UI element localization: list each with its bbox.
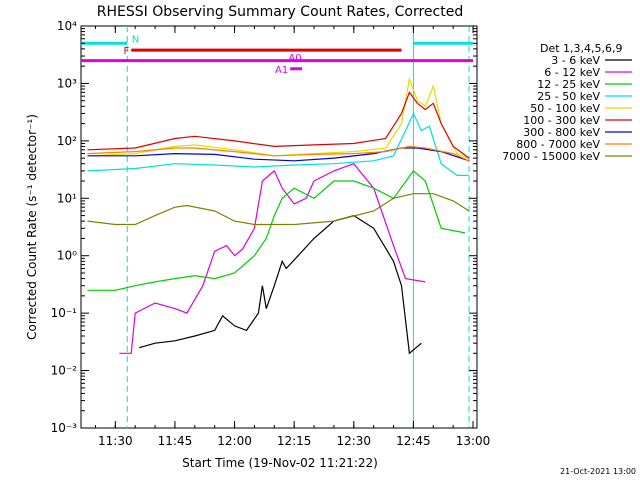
timestamp: 21-Oct-2021 13:00 (560, 467, 636, 476)
legend-title: Det 1,3,4,5,6,9 (540, 42, 623, 55)
legend-label-5: 100 - 300 keV (523, 114, 600, 127)
status-label-0: N (132, 34, 139, 45)
y-tick-label-1: 10⁻² (51, 364, 78, 378)
y-tick-label-2: 10⁻¹ (51, 306, 78, 320)
x-tick-label-6: 13:00 (456, 434, 491, 448)
legend-label-8: 7000 - 15000 keV (502, 150, 600, 163)
legend-label-3: 25 - 50 keV (537, 90, 600, 103)
status-label-2: F (123, 46, 129, 57)
series-line-7 (87, 145, 470, 162)
legend-label-1: 6 - 12 keV (544, 66, 600, 79)
x-axis-label: Start Time (19-Nov-02 11:21:22) (182, 456, 378, 470)
x-tick-label-2: 12:00 (217, 434, 252, 448)
legend-label-4: 50 - 100 keV (530, 102, 600, 115)
legend-label-2: 12 - 25 keV (537, 78, 600, 91)
x-tick-label-5: 12:45 (396, 434, 431, 448)
x-tick-label-3: 12:15 (277, 434, 312, 448)
y-tick-label-7: 10⁴ (57, 19, 77, 33)
data-series (87, 76, 470, 355)
series-line-0 (139, 214, 422, 355)
x-tick-label-4: 12:30 (336, 434, 371, 448)
x-tick-label-1: 11:45 (158, 434, 193, 448)
status-label-4: A0 (288, 53, 301, 64)
vertical-markers (126, 26, 470, 428)
y-tick-label-6: 10³ (57, 76, 77, 90)
y-tick-label-5: 10² (57, 134, 77, 148)
series-line-8 (87, 193, 470, 226)
series-line-6 (87, 147, 470, 162)
y-tick-label-3: 10⁰ (57, 249, 77, 263)
series-line-2 (87, 170, 466, 291)
legend-label-0: 3 - 6 keV (551, 54, 600, 67)
legend-label-6: 300 - 800 keV (523, 126, 600, 139)
series-line-4 (87, 76, 470, 159)
legend-label-7: 800 - 7000 keV (516, 138, 600, 151)
status-label-5: A1 (275, 65, 288, 76)
y-axis-label: Corrected Count Rate (s⁻¹ detector⁻¹) (25, 114, 39, 340)
y-tick-label-0: 10⁻³ (51, 421, 78, 435)
x-axis-ticks: 11:30 11:45 12:00 12:15 12:30 12:45 13:00 (94, 26, 491, 448)
y-axis-ticks: 10⁻³ 10⁻² 10⁻¹ 10⁰ 10¹ 10² 10³ 10⁴ (51, 19, 477, 435)
series-line-1 (119, 162, 426, 354)
y-tick-label-4: 10¹ (57, 191, 77, 205)
chart-title: RHESSI Observing Summary Count Rates, Co… (97, 4, 463, 20)
series-line-3 (87, 112, 470, 176)
plot-frame (80, 25, 478, 429)
x-tick-label-0: 11:30 (98, 434, 133, 448)
series-line-5 (87, 91, 470, 159)
